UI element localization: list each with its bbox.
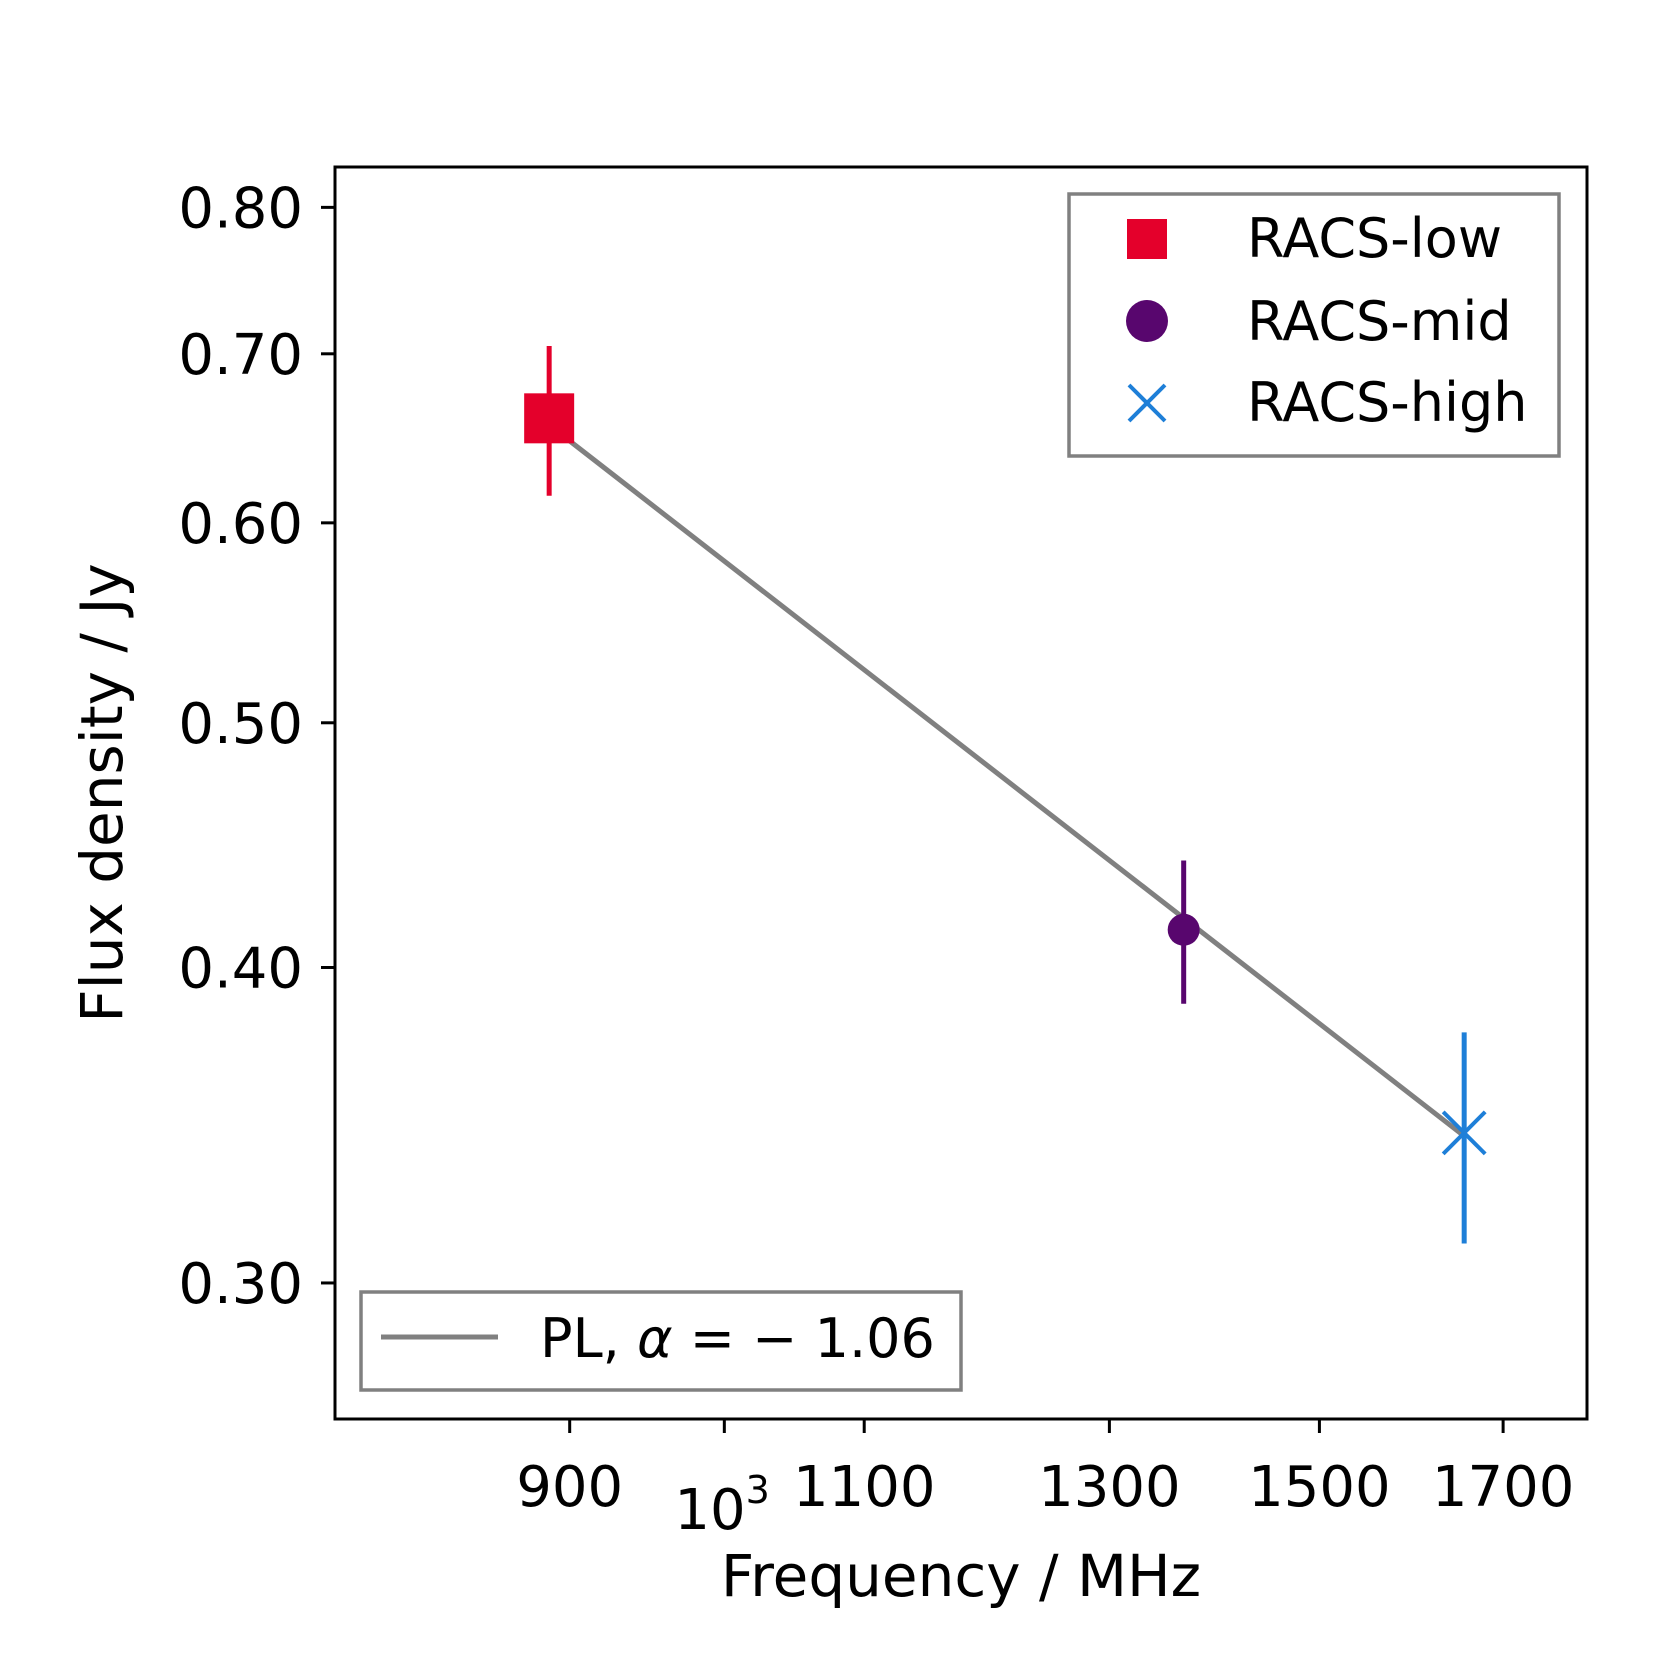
x-tick-label: 1300: [1038, 1455, 1181, 1520]
x-tick-label: 103: [674, 1468, 769, 1543]
legend-label-power-law: PL, α = − 1.06: [540, 1307, 935, 1370]
y-tick-label: 0.30: [178, 1252, 303, 1317]
x-tick-label: 1500: [1248, 1455, 1391, 1520]
legend-x-marker: [1127, 383, 1167, 423]
legend-fit: PL, α = − 1.06: [359, 1290, 963, 1392]
x-tick-label: 1100: [793, 1455, 936, 1520]
legend-square-marker: [1127, 219, 1167, 259]
point-racs-high: [1441, 1110, 1487, 1156]
y-tick-label: 0.60: [178, 492, 303, 557]
data-points: [524, 345, 1487, 1244]
point-racs-low: [524, 393, 575, 444]
power-law-fit-line: [547, 423, 1466, 1139]
y-axis-ticks: 0.30 0.40 0.50 0.60 0.70 0.80: [178, 176, 335, 1317]
legend-fit-frame: [359, 1290, 963, 1392]
legend-circle-marker: [1126, 300, 1168, 342]
y-tick-label: 0.50: [178, 692, 303, 757]
point-racs-mid: [1167, 913, 1200, 946]
legend-label-racs-low: RACS-low: [1247, 207, 1502, 270]
x-tick-label: 900: [516, 1455, 623, 1520]
y-tick-label: 0.70: [178, 323, 303, 388]
legend-label-racs-mid: RACS-mid: [1247, 290, 1512, 353]
y-tick-label: 0.80: [178, 176, 303, 241]
y-tick-label: 0.40: [178, 936, 303, 1001]
legend-label-racs-high: RACS-high: [1247, 371, 1528, 434]
x-axis-ticks: 900 103 1100 1300 1500 1700: [516, 1419, 1574, 1543]
legend-markers: RACS-low RACS-mid RACS-high: [1067, 192, 1561, 458]
x-axis-title: Frequency / MHz: [721, 1542, 1201, 1610]
plot-area-frame: [333, 165, 1589, 1421]
x-tick-label: 1700: [1432, 1455, 1575, 1520]
y-axis-title: Flux density / Jy: [68, 563, 136, 1023]
